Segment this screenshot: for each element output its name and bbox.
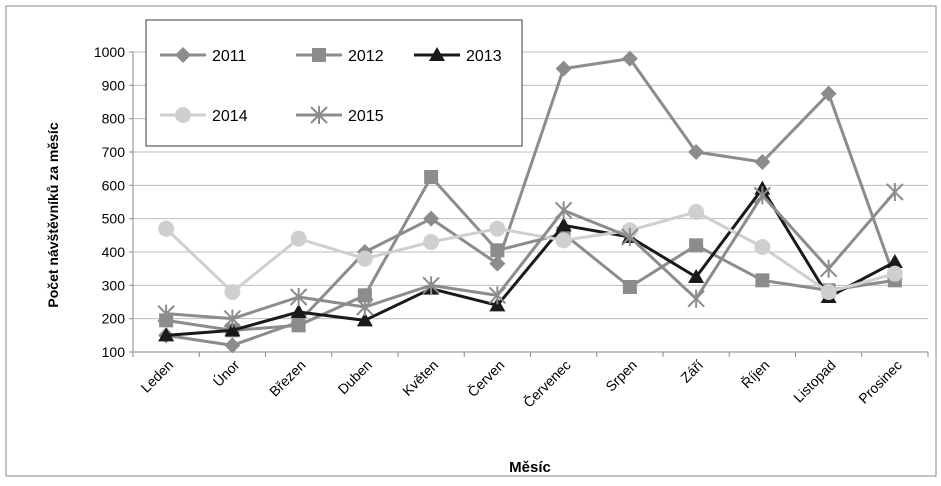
y-axis-title: Počet návštěvníků za měsíc <box>45 122 61 307</box>
legend-label: 2011 <box>212 48 247 65</box>
y-tick-label: 600 <box>102 177 126 193</box>
legend-label: 2012 <box>348 48 384 65</box>
y-tick-label: 200 <box>102 311 126 327</box>
data-point-2012 <box>490 243 504 257</box>
y-tick-label: 700 <box>102 144 126 160</box>
data-point-2014 <box>158 221 174 237</box>
y-tick-label: 1000 <box>94 44 125 60</box>
legend-marker <box>312 48 326 62</box>
data-point-2014 <box>291 231 307 247</box>
legend: 2011 2012 2013 2014 2015 <box>146 20 522 146</box>
y-tick-label: 300 <box>102 277 126 293</box>
data-point-2012 <box>689 238 703 252</box>
data-point-2012 <box>424 170 438 184</box>
data-point-2014 <box>887 266 903 282</box>
data-point-2012 <box>623 280 637 294</box>
y-tick-label: 500 <box>102 211 126 227</box>
x-axis-title: Měsíc <box>509 459 551 476</box>
data-point-2012 <box>755 273 769 287</box>
y-tick-label: 100 <box>102 344 126 360</box>
legend-label: 2014 <box>212 108 248 125</box>
data-point-2014 <box>224 284 240 300</box>
data-point-2014 <box>754 239 770 255</box>
y-tick-label: 900 <box>102 77 126 93</box>
y-tick-label: 800 <box>102 111 126 127</box>
legend-label: 2013 <box>466 48 502 65</box>
legend-label: 2015 <box>348 108 384 125</box>
data-point-2014 <box>489 221 505 237</box>
legend-box <box>146 20 522 146</box>
data-point-2012 <box>292 318 306 332</box>
data-point-2014 <box>556 232 572 248</box>
legend-marker <box>175 107 191 123</box>
data-point-2014 <box>423 234 439 250</box>
data-point-2014 <box>357 251 373 267</box>
y-tick-label: 400 <box>102 244 126 260</box>
data-point-2014 <box>688 204 704 220</box>
data-point-2014 <box>821 284 837 300</box>
